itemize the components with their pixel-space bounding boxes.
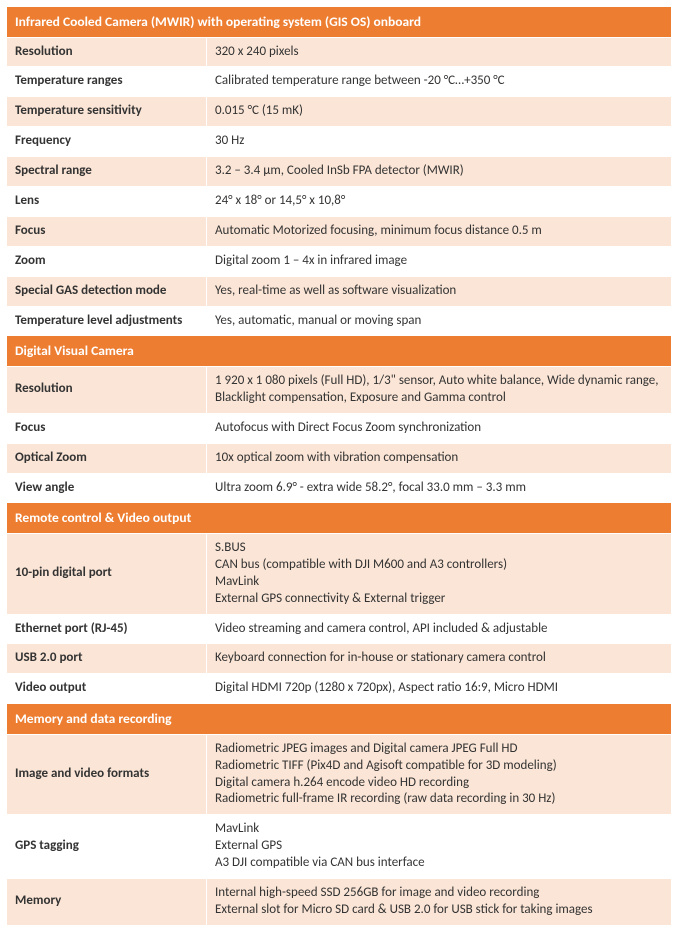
table-row: Frequency30 Hz — [7, 127, 672, 157]
spec-value: S.BUS CAN bus (compatible with DJI M600 … — [207, 534, 672, 615]
section-header: Infrared Cooled Camera (MWIR) with opera… — [7, 7, 672, 38]
spec-value: Automatic Motorized focusing, minimum fo… — [207, 216, 672, 246]
spec-value: Ultra zoom 6.9° - extra wide 58.2°, foca… — [207, 473, 672, 503]
table-row: FocusAutofocus with Direct Focus Zoom sy… — [7, 413, 672, 443]
table-row: Resolution1 920 x 1 080 pixels (Full HD)… — [7, 367, 672, 414]
spec-key: USB 2.0 port — [7, 644, 207, 674]
spec-key: Zoom — [7, 246, 207, 276]
spec-key: Memory — [7, 879, 207, 926]
spec-value: Calibrated temperature range between -20… — [207, 67, 672, 97]
spec-key: Focus — [7, 413, 207, 443]
spec-value: Keyboard connection for in-house or stat… — [207, 644, 672, 674]
spec-value: 30 Hz — [207, 127, 672, 157]
spec-key: 10-pin digital port — [7, 534, 207, 615]
spec-value: 1 920 x 1 080 pixels (Full HD), 1/3" sen… — [207, 367, 672, 414]
spec-key: Spectral range — [7, 157, 207, 187]
table-row: 10-pin digital portS.BUS CAN bus (compat… — [7, 534, 672, 615]
spec-value: 10x optical zoom with vibration compensa… — [207, 443, 672, 473]
section-header: Digital Visual Camera — [7, 336, 672, 367]
table-row: Spectral range3.2 – 3.4 µm, Cooled InSb … — [7, 157, 672, 187]
spec-key: Temperature level adjustments — [7, 306, 207, 336]
table-row: Ethernet port (RJ-45)Video streaming and… — [7, 614, 672, 644]
spec-value: 3.2 – 3.4 µm, Cooled InSb FPA detector (… — [207, 157, 672, 187]
spec-value: Yes, automatic, manual or moving span — [207, 306, 672, 336]
table-row: GPS taggingMavLink External GPS A3 DJI c… — [7, 815, 672, 879]
spec-value: Internal high-speed SSD 256GB for image … — [207, 879, 672, 926]
table-row: Optical Zoom10x optical zoom with vibrat… — [7, 443, 672, 473]
table-row: Temperature rangesCalibrated temperature… — [7, 67, 672, 97]
spec-value: Yes, real-time as well as software visua… — [207, 276, 672, 306]
table-row: Video outputDigital HDMI 720p (1280 x 72… — [7, 674, 672, 704]
section-header: Remote control & Video output — [7, 503, 672, 534]
spec-key: Special GAS detection mode — [7, 276, 207, 306]
spec-key: Resolution — [7, 367, 207, 414]
table-row: View angleUltra zoom 6.9° - extra wide 5… — [7, 473, 672, 503]
section-header: Memory and data recording — [7, 704, 672, 735]
spec-value: Autofocus with Direct Focus Zoom synchro… — [207, 413, 672, 443]
spec-key: View angle — [7, 473, 207, 503]
table-row: USB 2.0 portKeyboard connection for in-h… — [7, 644, 672, 674]
spec-table: Infrared Cooled Camera (MWIR) with opera… — [6, 6, 672, 926]
spec-table-body: Infrared Cooled Camera (MWIR) with opera… — [7, 7, 672, 926]
spec-key: GPS tagging — [7, 815, 207, 879]
spec-value: Radiometric JPEG images and Digital came… — [207, 734, 672, 815]
table-row: Lens24° x 18° or 14,5° x 10,8° — [7, 187, 672, 217]
spec-value: Digital HDMI 720p (1280 x 720px), Aspect… — [207, 674, 672, 704]
spec-value: 320 x 240 pixels — [207, 37, 672, 67]
spec-key: Frequency — [7, 127, 207, 157]
spec-key: Image and video formats — [7, 734, 207, 815]
spec-value: MavLink External GPS A3 DJI compatible v… — [207, 815, 672, 879]
spec-key: Ethernet port (RJ-45) — [7, 614, 207, 644]
spec-key: Lens — [7, 187, 207, 217]
spec-key: Focus — [7, 216, 207, 246]
spec-key: Temperature ranges — [7, 67, 207, 97]
table-row: Image and video formatsRadiometric JPEG … — [7, 734, 672, 815]
spec-key: Resolution — [7, 37, 207, 67]
spec-value: Digital zoom 1 – 4x in infrared image — [207, 246, 672, 276]
table-row: ZoomDigital zoom 1 – 4x in infrared imag… — [7, 246, 672, 276]
spec-value: 0.015 °C (15 mK) — [207, 97, 672, 127]
table-row: Resolution320 x 240 pixels — [7, 37, 672, 67]
table-row: Temperature level adjustmentsYes, automa… — [7, 306, 672, 336]
spec-key: Optical Zoom — [7, 443, 207, 473]
table-row: MemoryInternal high-speed SSD 256GB for … — [7, 879, 672, 926]
spec-value: 24° x 18° or 14,5° x 10,8° — [207, 187, 672, 217]
table-row: Special GAS detection modeYes, real-time… — [7, 276, 672, 306]
spec-key: Video output — [7, 674, 207, 704]
spec-key: Temperature sensitivity — [7, 97, 207, 127]
table-row: Temperature sensitivity0.015 °C (15 mK) — [7, 97, 672, 127]
table-row: FocusAutomatic Motorized focusing, minim… — [7, 216, 672, 246]
spec-value: Video streaming and camera control, API … — [207, 614, 672, 644]
